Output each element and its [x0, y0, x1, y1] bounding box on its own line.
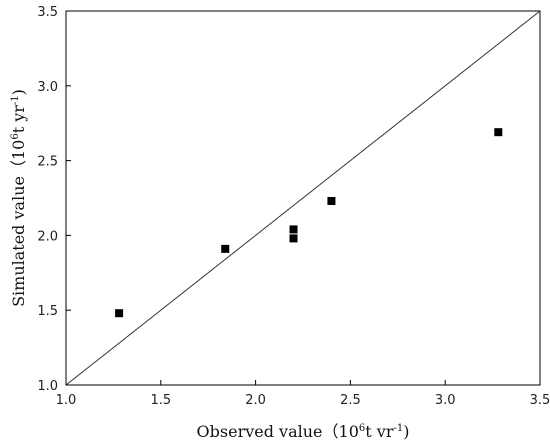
- reference-line: [65, 10, 541, 386]
- y-tick-label: 2.0: [37, 229, 58, 244]
- data-points: [115, 128, 503, 318]
- y-tick-label: 3.0: [37, 80, 58, 95]
- x-tick-label: 2.5: [340, 393, 361, 408]
- y-axis-title-mid: t yr: [9, 105, 28, 134]
- x-axis-title-sup2: -1: [393, 423, 403, 434]
- y-tick-label: 3.5: [37, 5, 58, 20]
- x-tick-label: 3.5: [530, 393, 550, 408]
- data-point: [289, 225, 298, 234]
- y-axis-title-pre: Simulated value（10: [9, 140, 28, 307]
- y-axis-title-sup1: 6: [10, 133, 21, 139]
- x-axis-title: Observed value（106t vr-1): [197, 422, 410, 441]
- data-point: [115, 309, 124, 318]
- y-tick-label: 1.5: [37, 304, 58, 319]
- x-tick-label: 3.0: [435, 393, 456, 408]
- x-axis-ticks: 1.0 1.5 2.0 2.5 3.0 3.5: [56, 380, 550, 408]
- y-axis-ticks: 1.0 1.5 2.0 2.5 3.0 3.5: [37, 5, 71, 394]
- y-tick-label: 2.5: [37, 155, 58, 170]
- data-point: [221, 244, 230, 253]
- data-point: [327, 196, 336, 205]
- x-axis-title-mid: t vr: [365, 422, 394, 441]
- x-axis-title-sup1: 6: [359, 423, 365, 434]
- x-axis-title-pre: Observed value（10: [197, 422, 359, 441]
- data-point: [494, 128, 503, 137]
- y-axis-title-post: ): [9, 89, 28, 95]
- x-axis-title-post: ): [403, 422, 409, 441]
- x-tick-label: 1.0: [56, 393, 77, 408]
- y-axis-title: Simulated value（106t yr-1): [9, 89, 28, 307]
- data-point: [289, 234, 298, 243]
- x-tick-label: 2.0: [245, 393, 266, 408]
- y-tick-label: 1.0: [37, 379, 58, 394]
- plot-frame: [65, 10, 541, 386]
- x-tick-label: 1.5: [150, 393, 171, 408]
- y-axis-title-sup2: -1: [10, 95, 21, 105]
